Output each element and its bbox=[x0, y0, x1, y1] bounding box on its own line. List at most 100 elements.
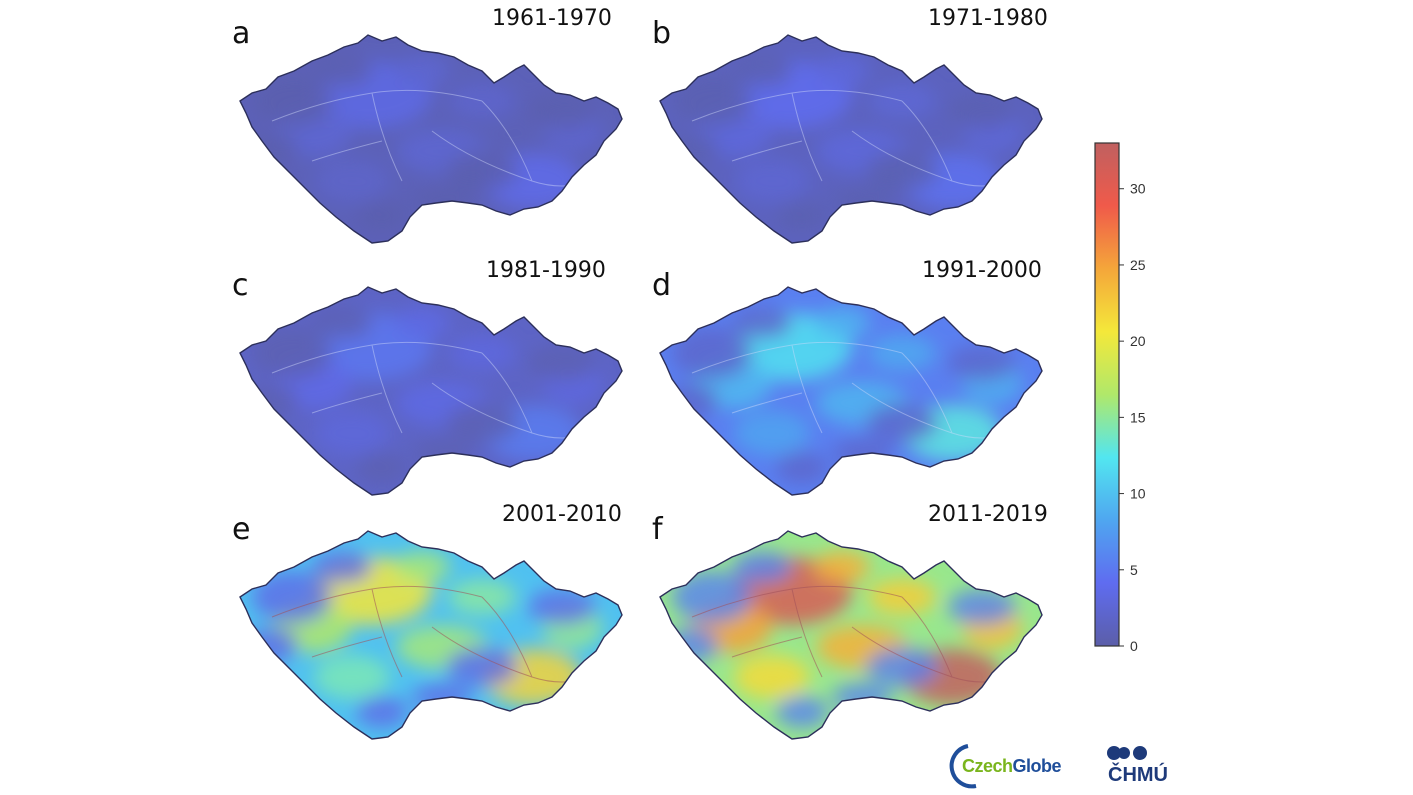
map-cool-area bbox=[666, 383, 718, 419]
map-cool-area bbox=[246, 383, 298, 419]
map-panel-e: e 2001-2010 bbox=[232, 502, 652, 747]
panel-period: 1961-1970 bbox=[492, 6, 612, 31]
colorbar-tick-label: 5 bbox=[1130, 562, 1138, 578]
country-outline bbox=[239, 530, 623, 740]
map-cool-area bbox=[948, 345, 1016, 381]
map-cool-area bbox=[412, 683, 472, 711]
czechglobe-logo: CzechGlobe bbox=[946, 742, 1076, 790]
map-warm-area bbox=[448, 335, 516, 371]
map-cool-area bbox=[666, 627, 718, 663]
map-warm-area bbox=[868, 335, 936, 371]
map-panel-f: f 2011-2019 bbox=[652, 502, 1072, 747]
map-warm-area bbox=[394, 551, 450, 583]
map-warm-area bbox=[814, 55, 870, 87]
map-warm-area bbox=[314, 159, 390, 203]
panel-period: 1981-1990 bbox=[486, 258, 606, 283]
czech-map bbox=[659, 34, 1043, 244]
map-cool-area bbox=[528, 589, 596, 625]
map-cool-area bbox=[528, 345, 596, 381]
chmu-text: ČHMÚ bbox=[1108, 764, 1168, 786]
map-cool-area bbox=[356, 452, 408, 484]
map-cool-area bbox=[252, 75, 332, 127]
map-cool-area bbox=[252, 571, 332, 623]
map-cool-area bbox=[832, 439, 892, 467]
map-cool-area bbox=[948, 93, 1016, 129]
czechglobe-arc-icon bbox=[949, 744, 977, 789]
colorbar: 0 5 10 15 20 25 30 bbox=[1094, 142, 1146, 652]
map-warm-area bbox=[734, 411, 810, 455]
map-cool-area bbox=[252, 327, 332, 379]
colorbar-ticks: 0 5 10 15 20 25 30 bbox=[1119, 181, 1146, 652]
map-warm-area bbox=[314, 411, 390, 455]
map-cool-area bbox=[732, 551, 792, 583]
map-cool-area bbox=[356, 696, 408, 728]
colorbar-tick-label: 15 bbox=[1130, 409, 1146, 425]
panel-period: 1971-1980 bbox=[928, 6, 1048, 31]
chmu-logo: ČHMÚ bbox=[1106, 742, 1168, 790]
panel-letter: d bbox=[652, 268, 672, 303]
country-outline bbox=[239, 34, 623, 244]
chmu-circles-icon bbox=[1107, 746, 1147, 760]
czech-map bbox=[239, 530, 623, 740]
czechglobe-czech-text: Czech bbox=[962, 756, 1013, 776]
map-cool-area bbox=[528, 93, 596, 129]
map-cool-area bbox=[672, 75, 752, 127]
map-cool-area bbox=[412, 187, 472, 215]
map-rivers bbox=[271, 341, 593, 439]
map-warm-area bbox=[868, 83, 936, 119]
map-panel-b: b 1971-1980 bbox=[652, 6, 1072, 251]
map-cool-area bbox=[776, 200, 828, 232]
map-warm-area bbox=[734, 655, 810, 699]
colorbar-tick-label: 0 bbox=[1130, 638, 1138, 652]
map-cool-area bbox=[666, 131, 718, 167]
map-cool-area bbox=[312, 551, 372, 583]
panel-period: 2001-2010 bbox=[502, 502, 622, 527]
colorbar-tick-label: 20 bbox=[1130, 333, 1146, 349]
map-warm-area bbox=[394, 307, 450, 339]
map-warm-area bbox=[814, 307, 870, 339]
map-panel-a: a 1961-1970 bbox=[232, 6, 652, 251]
map-cool-area bbox=[672, 571, 752, 623]
map-warm-area bbox=[314, 655, 390, 699]
map-cool-area bbox=[948, 589, 1016, 625]
map-cool-area bbox=[832, 683, 892, 711]
map-cool-area bbox=[356, 200, 408, 232]
map-cool-area bbox=[446, 151, 518, 191]
map-warm-area bbox=[394, 55, 450, 87]
map-rivers bbox=[691, 341, 1013, 439]
map-rivers bbox=[691, 89, 1013, 187]
map-warm-area bbox=[814, 551, 870, 583]
panel-period: 2011-2019 bbox=[928, 502, 1048, 527]
colorbar-tick-label: 10 bbox=[1130, 486, 1146, 502]
czech-map bbox=[239, 34, 623, 244]
map-warm-area bbox=[734, 159, 810, 203]
czechglobe-globe-text: Globe bbox=[1012, 756, 1062, 776]
czech-map bbox=[239, 286, 623, 496]
map-rivers bbox=[691, 585, 1013, 683]
country-outline bbox=[659, 286, 1043, 496]
panel-letter: b bbox=[652, 16, 672, 51]
colorbar-tick-label: 30 bbox=[1130, 181, 1146, 197]
colorbar-tick-label: 25 bbox=[1130, 257, 1146, 273]
map-cool-area bbox=[866, 647, 938, 687]
map-cool-area bbox=[246, 627, 298, 663]
czech-map bbox=[659, 286, 1043, 496]
map-rivers bbox=[271, 585, 593, 683]
map-cool-area bbox=[866, 151, 938, 191]
panel-letter: c bbox=[232, 268, 249, 303]
map-cool-area bbox=[732, 307, 792, 339]
map-cool-area bbox=[446, 647, 518, 687]
map-cool-area bbox=[312, 307, 372, 339]
czechglobe-wordmark: CzechGlobe bbox=[962, 756, 1062, 777]
map-cool-area bbox=[776, 452, 828, 484]
map-cool-area bbox=[732, 55, 792, 87]
colorbar-gradient bbox=[1094, 142, 1120, 647]
map-panel-d: d 1991-2000 bbox=[652, 258, 1072, 503]
map-cool-area bbox=[312, 55, 372, 87]
map-panel-c: c 1981-1990 bbox=[232, 258, 652, 503]
map-rivers bbox=[271, 89, 593, 187]
panel-letter: a bbox=[232, 16, 251, 51]
map-cool-area bbox=[672, 327, 752, 379]
panel-letter: e bbox=[232, 512, 251, 547]
panel-letter: f bbox=[652, 512, 663, 547]
